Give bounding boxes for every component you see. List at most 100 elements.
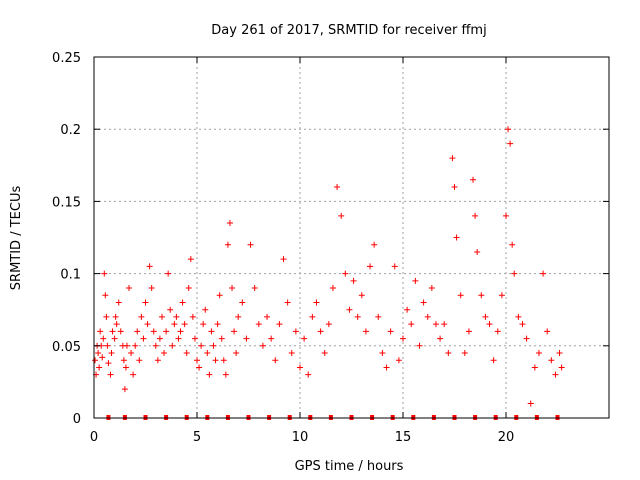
data-point: [152, 342, 159, 349]
data-point: [214, 321, 221, 328]
data-point: [117, 328, 124, 335]
data-point: [276, 321, 283, 328]
axis-ticks: 0 5 10 15 20 0 0.05 0.1 0.15 0.2 0.25: [52, 51, 610, 445]
data-point: [503, 212, 509, 219]
data-point: [432, 321, 439, 328]
data-point: [113, 321, 120, 328]
data-point: [424, 313, 431, 320]
data-point: [350, 277, 357, 284]
data-point: [284, 299, 291, 306]
data-point: [540, 270, 547, 277]
data-point: [309, 313, 316, 320]
data-point: [519, 321, 526, 328]
data-point: [173, 313, 180, 320]
y-tick-label: 0.05: [52, 340, 81, 355]
data-point: [175, 335, 182, 342]
data-point: [558, 364, 565, 371]
data-point: [451, 183, 458, 190]
data-point: [216, 292, 223, 299]
data-point: [329, 285, 336, 292]
data-point: [194, 357, 200, 364]
data-point: [367, 263, 374, 270]
data-point: [556, 350, 563, 357]
data-point: [412, 277, 419, 284]
data-point: [95, 350, 102, 357]
data-point: [126, 285, 133, 292]
data-point: [142, 299, 149, 306]
data-point: [210, 342, 217, 349]
y-tick-label: 0.2: [60, 123, 81, 138]
data-point: [379, 350, 386, 357]
data-point: [220, 357, 227, 364]
y-axis-label: SRMTID / TECUs: [9, 186, 24, 291]
data-point: [472, 212, 479, 219]
y-tick-label: 0.25: [52, 51, 81, 66]
data-point: [383, 364, 390, 371]
data-point: [130, 371, 137, 378]
data-point: [511, 270, 518, 277]
data-point: [362, 328, 369, 335]
data-point: [552, 371, 559, 378]
data-point: [150, 328, 157, 335]
plot-frame: [93, 56, 610, 419]
data-point: [482, 313, 489, 320]
data-point: [461, 350, 468, 357]
data-point: [416, 342, 423, 349]
data-point: [224, 241, 231, 248]
data-point: [251, 285, 258, 292]
data-point: [161, 350, 168, 357]
data-point: [255, 321, 262, 328]
data-point: [334, 183, 341, 190]
chart-title: Day 261 of 2017, SRMTID for receiver ffm…: [211, 23, 486, 38]
data-point: [107, 371, 114, 378]
x-tick-label: 5: [193, 430, 201, 445]
data-point: [169, 342, 176, 349]
data-point: [231, 328, 238, 335]
data-point: [179, 299, 186, 306]
data-point: [325, 321, 332, 328]
data-point: [120, 357, 127, 364]
data-point: [185, 285, 192, 292]
data-point: [128, 350, 135, 357]
data-point: [167, 306, 174, 313]
x-tick-label: 10: [292, 430, 309, 445]
data-point: [109, 328, 116, 335]
data-point: [371, 241, 378, 248]
data-point: [202, 306, 209, 313]
data-point: [486, 321, 493, 328]
data-point: [229, 285, 236, 292]
data-point: [122, 364, 129, 371]
data-point: [358, 292, 365, 299]
data-point: [478, 292, 485, 299]
data-point: [204, 350, 211, 357]
data-point: [387, 328, 394, 335]
data-point: [457, 292, 464, 299]
data-point: [226, 220, 233, 227]
data-point: [441, 321, 448, 328]
data-point: [313, 299, 320, 306]
data-point: [527, 400, 534, 407]
data-point: [531, 364, 538, 371]
data-point: [189, 313, 196, 320]
data-point: [105, 360, 112, 367]
data-point: [200, 321, 207, 328]
data-point: [222, 371, 229, 378]
data-points: [92, 126, 565, 407]
data-point: [346, 306, 353, 313]
data-point: [515, 313, 522, 320]
data-point: [134, 328, 141, 335]
data-point: [123, 342, 130, 349]
data-point: [156, 335, 163, 342]
data-point: [507, 140, 514, 147]
data-point: [104, 342, 111, 349]
data-point: [400, 335, 406, 342]
data-point: [102, 292, 109, 299]
data-point: [338, 212, 345, 219]
data-point: [112, 313, 119, 320]
data-point: [305, 371, 312, 378]
data-point: [181, 321, 188, 328]
data-point: [99, 354, 106, 361]
data-point: [177, 328, 184, 335]
data-point: [198, 342, 205, 349]
data-point: [243, 335, 250, 342]
